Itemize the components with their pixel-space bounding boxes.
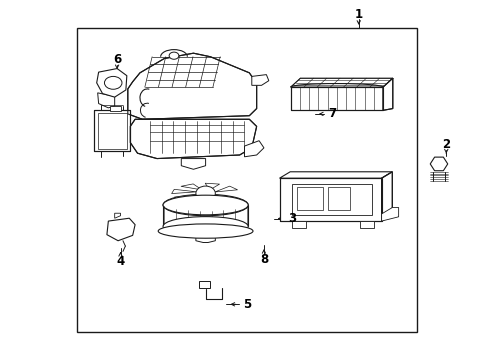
Polygon shape [94, 111, 130, 152]
Polygon shape [196, 234, 215, 243]
Text: 4: 4 [116, 255, 124, 268]
Ellipse shape [163, 194, 247, 216]
Polygon shape [107, 218, 135, 241]
Polygon shape [193, 197, 207, 203]
Text: 7: 7 [327, 107, 335, 120]
Polygon shape [214, 186, 237, 192]
Polygon shape [251, 75, 268, 85]
Ellipse shape [163, 195, 247, 215]
Ellipse shape [163, 217, 247, 236]
Polygon shape [181, 158, 205, 169]
Polygon shape [115, 213, 120, 218]
Polygon shape [199, 282, 210, 288]
Polygon shape [290, 78, 392, 87]
Polygon shape [97, 68, 126, 97]
Polygon shape [381, 172, 391, 221]
Polygon shape [291, 221, 305, 228]
Circle shape [196, 186, 215, 201]
Ellipse shape [158, 224, 252, 238]
Polygon shape [382, 78, 392, 111]
Polygon shape [279, 172, 391, 178]
Polygon shape [244, 141, 264, 157]
Text: 3: 3 [287, 212, 296, 225]
Polygon shape [290, 87, 382, 111]
Polygon shape [127, 53, 256, 119]
Polygon shape [110, 106, 121, 111]
Polygon shape [181, 184, 202, 190]
Polygon shape [279, 178, 381, 221]
Text: 1: 1 [354, 8, 362, 21]
Text: 6: 6 [113, 53, 121, 66]
Text: 2: 2 [441, 139, 449, 152]
Polygon shape [171, 189, 196, 194]
Text: 5: 5 [243, 298, 250, 311]
Polygon shape [429, 157, 447, 171]
Polygon shape [359, 221, 373, 228]
Polygon shape [381, 207, 398, 221]
Circle shape [104, 76, 122, 89]
Polygon shape [130, 119, 256, 158]
Circle shape [169, 52, 179, 59]
Polygon shape [209, 197, 231, 202]
Text: 8: 8 [259, 253, 267, 266]
Polygon shape [205, 183, 219, 190]
Polygon shape [174, 195, 196, 201]
Polygon shape [98, 93, 115, 108]
